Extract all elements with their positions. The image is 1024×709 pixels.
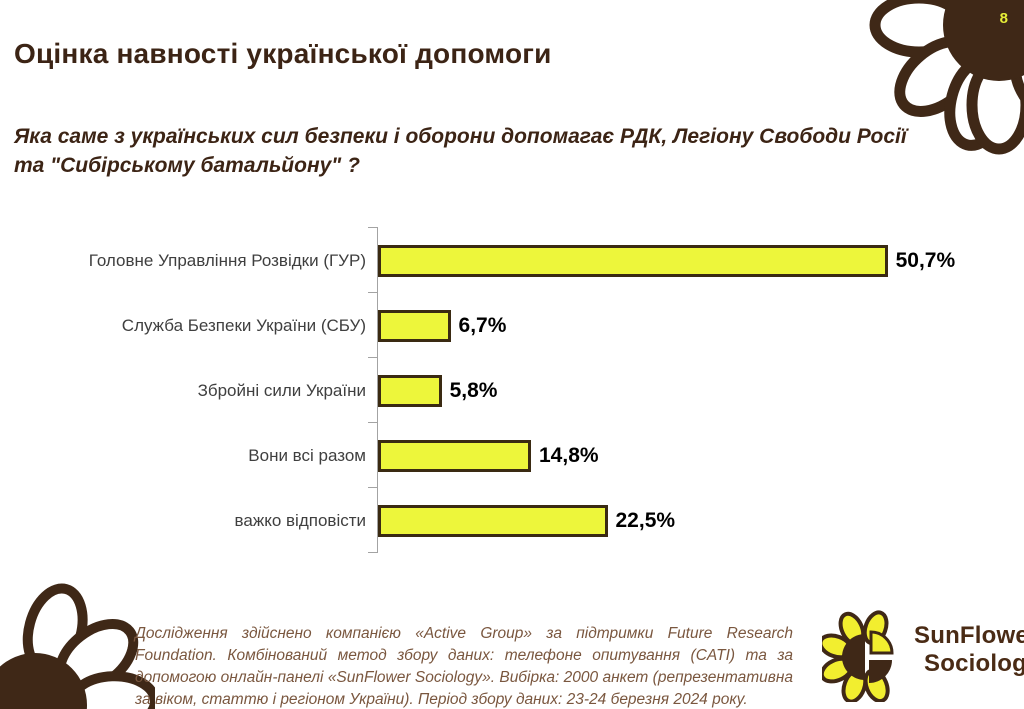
bar [378, 244, 888, 277]
slide-title: Оцінка навності української допомоги [14, 38, 552, 69]
category-label: Збройні сили України [197, 380, 366, 400]
logo-text: SunFlower Sociology [914, 622, 1024, 678]
value-label: 5,8% [449, 378, 498, 402]
value-label: 22,5% [615, 508, 676, 532]
category-label: Головне Управління Розвідки (ГУР) [88, 250, 366, 270]
category-label: Служба Безпеки України (СБУ) [121, 315, 366, 335]
category-label: важко відповісти [234, 510, 366, 530]
bar [378, 439, 531, 472]
sunflower-sociology-logo: SunFlower Sociology [822, 608, 1024, 703]
bar-chart-rows: Головне Управління Розвідки (ГУР) 50,7% Сл… [30, 227, 974, 553]
logo-text-line2: Sociology [924, 650, 1024, 678]
value-label: 14,8% [539, 443, 599, 467]
sunflower-icon [869, 0, 1024, 155]
bar-area: 14,8% [368, 422, 974, 488]
logo-text-line1: SunFlower [914, 622, 1024, 649]
bar-area: 22,5% [368, 487, 974, 553]
bar-area: 6,7% [368, 292, 974, 358]
slide-question: Яка саме з українських сил безпеки і обо… [14, 125, 907, 178]
bar-area: 5,8% [368, 357, 974, 423]
methodology-note: Дослідження здійснено компанією «Active … [135, 625, 793, 708]
chart-row: Головне Управління Розвідки (ГУР) 50,7% [30, 227, 974, 293]
bar-chart: Головне Управління Розвідки (ГУР) 50,7% Сл… [30, 227, 974, 553]
chart-row: Збройні сили України 5,8% [30, 357, 974, 423]
chart-row: Служба Безпеки України (СБУ) 6,7% [30, 292, 974, 358]
chart-row: Вони всі разом 14,8% [30, 422, 974, 488]
category-label: Вони всі разом [248, 445, 366, 465]
value-label: 6,7% [458, 313, 507, 337]
page-number: 8 [999, 10, 1008, 27]
chart-row: важко відповісти 22,5% [30, 487, 974, 553]
bar-area: 50,7% [368, 227, 974, 293]
bar [378, 309, 451, 342]
bar [378, 374, 442, 407]
sunflower-logo-icon [822, 610, 894, 702]
flower-decoration-bottom-left [0, 583, 155, 709]
bar [378, 504, 608, 537]
value-label: 50,7% [895, 248, 956, 272]
